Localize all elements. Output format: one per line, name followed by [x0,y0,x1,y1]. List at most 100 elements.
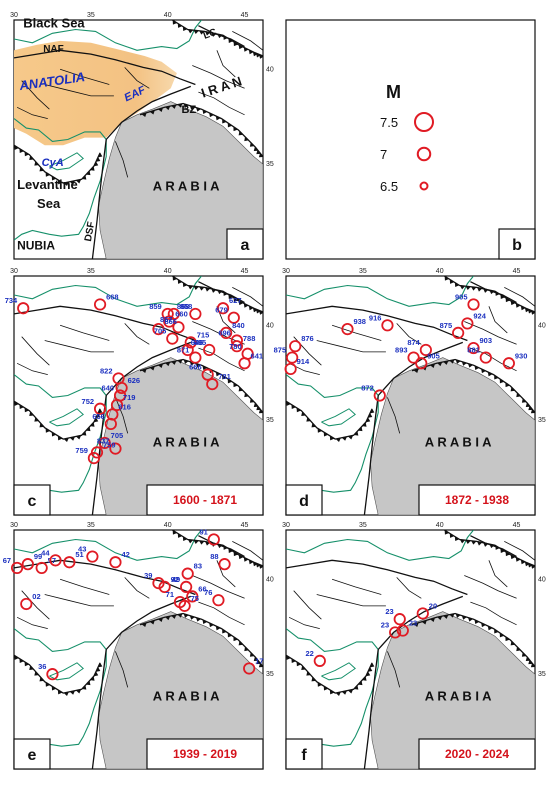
thrust-tooth [189,361,195,366]
fault-line [470,281,517,304]
thrust-tooth [228,38,233,44]
thrust-tooth [253,656,259,661]
thrust-tooth [243,557,249,562]
thrust-tooth [449,533,455,538]
thrust-tooth [69,180,75,185]
lat-tick-label: 35 [266,671,274,678]
thrust-tooth [505,382,510,388]
thrust-tooth [248,49,254,55]
thrust-tooth [177,103,183,108]
thrust-tooth [467,363,473,368]
earthquake-year-label: 71 [166,590,174,599]
fault-line [232,31,263,51]
thrust-tooth [530,662,535,668]
lon-tick-label: 35 [87,268,95,275]
thrust-tooth [238,44,244,50]
earthquake-year-label: 924 [473,311,486,320]
thrust-tooth [215,625,221,631]
thrust-tooth [199,540,205,545]
thrust-tooth [358,426,363,432]
thrust-tooth [243,47,249,52]
thrust-tooth [527,563,533,568]
thrust-tooth [461,361,467,366]
black-sea-coastline [286,276,474,307]
legend-magnitude-label: 6.5 [380,179,398,194]
thrust-tooth [227,378,233,384]
fault-line [198,25,245,48]
thrust-tooth [90,676,95,681]
earthquake-marker [35,561,48,575]
earthquake-marker [286,351,299,364]
earthquake-marker [104,417,117,431]
thrust-tooth [444,276,450,281]
thrust-tooth [63,437,69,443]
earthquake-year-label: 67 [3,556,11,565]
thrust-tooth [172,20,178,25]
thrust-tooth [306,671,311,676]
arabia-label: A R A B I A [153,435,220,450]
thrust-tooth [51,686,57,691]
fault-line [14,144,101,184]
period-label: 1600 - 1871 [173,493,237,507]
period-box [418,484,536,516]
fault-line [105,341,192,396]
earthquake-year-label: 759 [103,440,116,449]
earthquake-marker [502,357,515,370]
lon-tick-label: 45 [241,12,249,19]
fault-line [216,50,236,78]
period-label: 1872 - 1938 [445,493,509,507]
panel-letter-box [285,484,323,516]
thrust-tooth [259,54,263,59]
lat-tick-label: 40 [266,66,274,73]
thrust-tooth [311,676,316,682]
earthquake-year-label: 57 [48,556,56,565]
geo-label-nubia: NUBIA [17,239,55,253]
thrust-tooth [209,622,214,628]
thrust-tooth [248,559,254,565]
thrust-tooth [500,548,505,554]
cyprus-coastline [49,152,85,171]
fault-line [124,577,150,599]
lon-tick-label: 35 [87,12,95,19]
earthquake-year-label: 837 [97,437,110,446]
thrust-tooth [193,30,199,35]
geo-label-sea: Sea [37,196,61,211]
fault-line [464,575,517,599]
thrust-tooth [531,310,535,315]
thrust-tooth [233,382,238,388]
thrust-tooth [256,149,261,155]
thrust-tooth [311,422,316,428]
thrust-tooth [93,671,99,677]
thrust-tooth [238,641,244,646]
thrust-tooth [341,690,347,695]
earthquake-year-label: 893 [395,346,408,355]
thrust-tooth [238,131,244,136]
fault-line [16,362,48,375]
earthquake-marker [110,398,124,412]
thrust-tooth [34,161,39,166]
fault-line [21,80,50,110]
thrust-tooth [97,408,103,414]
thrust-tooth [252,51,258,57]
fault-line [464,321,517,345]
fault-line [21,336,50,366]
fault-line [44,340,114,353]
thrust-tooth [29,155,34,160]
fault-line [396,577,422,599]
earthquake-marker [203,343,216,357]
fault-line [288,616,320,629]
lat-tick-label: 40 [266,576,274,583]
earthquake-marker [86,550,99,563]
earthquake-year-label: 23 [385,607,393,616]
thrust-tooth [494,375,499,380]
thrust-tooth [255,53,261,58]
thrust-tooth [39,422,44,428]
thrust-tooth [95,157,101,162]
period-label: 1939 - 2019 [173,747,237,761]
earthquake-year-label: 660 [175,310,188,319]
earthquake-year-label: 881 [467,346,480,355]
earthquake-year-label: 640 [102,384,115,393]
thrust-tooth [182,282,188,288]
earthquake-year-label: 858 [180,302,193,311]
thrust-tooth [474,365,480,371]
